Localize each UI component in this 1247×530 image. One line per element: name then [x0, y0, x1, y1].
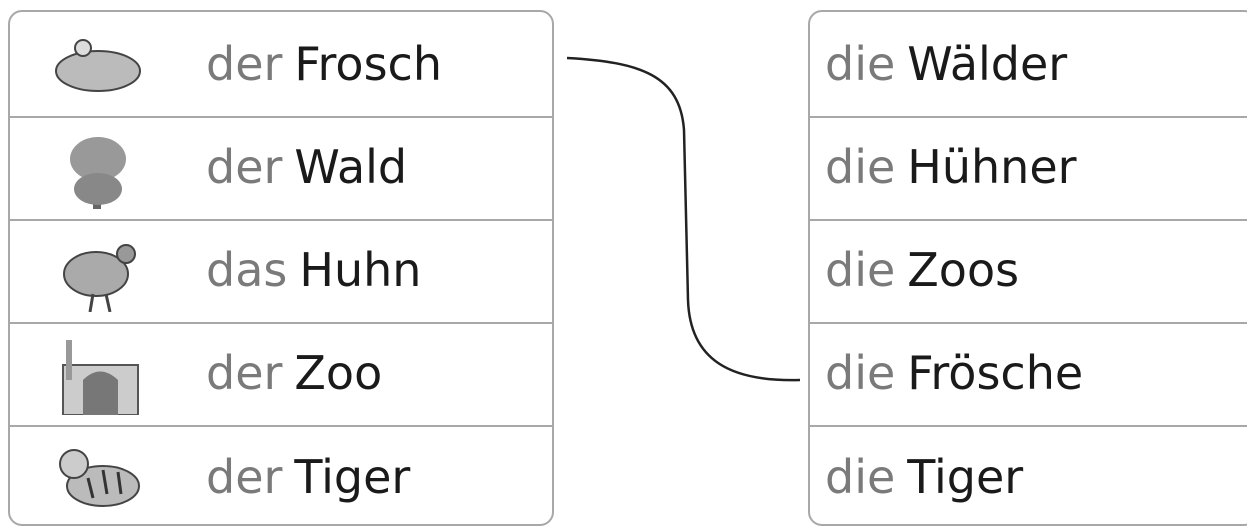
- article: die: [825, 37, 896, 91]
- picture: [70, 137, 126, 209]
- word-row: die Wälder: [810, 12, 1247, 118]
- word-row: die Tiger: [810, 424, 1247, 524]
- picture: [55, 39, 141, 92]
- article: die: [825, 243, 896, 297]
- noun: Wälder: [907, 37, 1068, 91]
- picture: [59, 449, 140, 507]
- word-row: der Tiger: [10, 424, 552, 524]
- picture: [62, 340, 139, 415]
- noun: Wald: [294, 140, 408, 194]
- word-row: der Wald: [10, 115, 552, 221]
- plural-list: die Wälder die Hühner die Zoos die Frösche die Ti…: [808, 10, 1247, 526]
- noun: Tiger: [294, 450, 411, 504]
- article: die: [825, 140, 896, 194]
- noun: Zoo: [294, 346, 383, 400]
- noun: Zoos: [907, 243, 1020, 297]
- article: der: [206, 140, 283, 194]
- word-row: die Zoos: [810, 218, 1247, 324]
- noun: Frosch: [294, 37, 442, 91]
- article: die: [825, 450, 896, 504]
- word-row: das Huhn: [10, 218, 552, 324]
- noun: Hühner: [907, 140, 1077, 194]
- article: der: [206, 346, 283, 400]
- article: die: [825, 346, 896, 400]
- word-row: die Hühner: [810, 115, 1247, 221]
- noun: Tiger: [907, 450, 1024, 504]
- singular-list: der Frosch der Wald das Huhn der Zoo der Tiger: [8, 10, 554, 526]
- noun: Frösche: [907, 346, 1084, 400]
- noun: Huhn: [299, 243, 422, 297]
- word-row: die Frösche: [810, 321, 1247, 427]
- match-line: [566, 56, 801, 382]
- picture: [63, 244, 136, 312]
- word-row: der Frosch: [10, 12, 552, 118]
- article: der: [206, 37, 283, 91]
- word-row: der Zoo: [10, 321, 552, 427]
- article: der: [206, 450, 283, 504]
- article: das: [206, 243, 288, 297]
